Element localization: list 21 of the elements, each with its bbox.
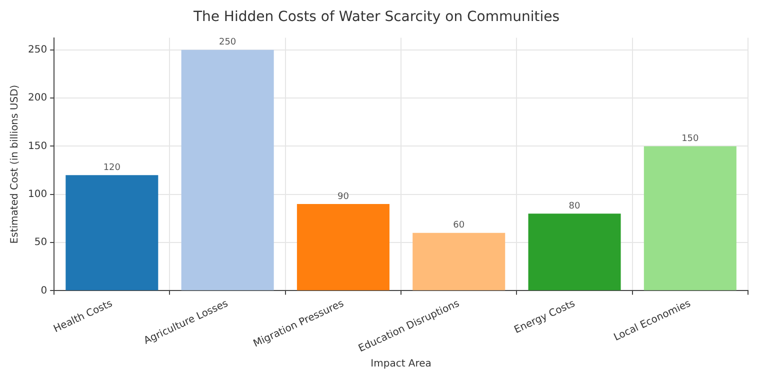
y-tick-label: 100: [28, 188, 48, 200]
chart-title: The Hidden Costs of Water Scarcity on Communities: [192, 9, 560, 26]
data-label: 120: [103, 162, 121, 173]
data-label: 150: [682, 134, 700, 144]
bar: [296, 204, 390, 290]
data-label: 60: [453, 220, 465, 231]
y-tick-label: 150: [28, 140, 48, 152]
data-label: 90: [337, 192, 350, 202]
data-label: 80: [568, 201, 581, 212]
y-tick-label: 200: [28, 92, 48, 104]
y-tick-label: 250: [28, 44, 48, 56]
bar: [528, 214, 621, 290]
y-tick-label: 0: [40, 285, 48, 296]
data-label: 250: [218, 38, 236, 48]
bar: [644, 146, 736, 290]
bar: [412, 232, 506, 290]
bar: [66, 175, 158, 290]
y-axis-title: Estimated Cost (in billions USD): [10, 84, 21, 244]
x-axis-title: Impact Area: [370, 358, 432, 370]
bar: [181, 50, 274, 290]
y-tick-label: 50: [34, 237, 48, 248]
